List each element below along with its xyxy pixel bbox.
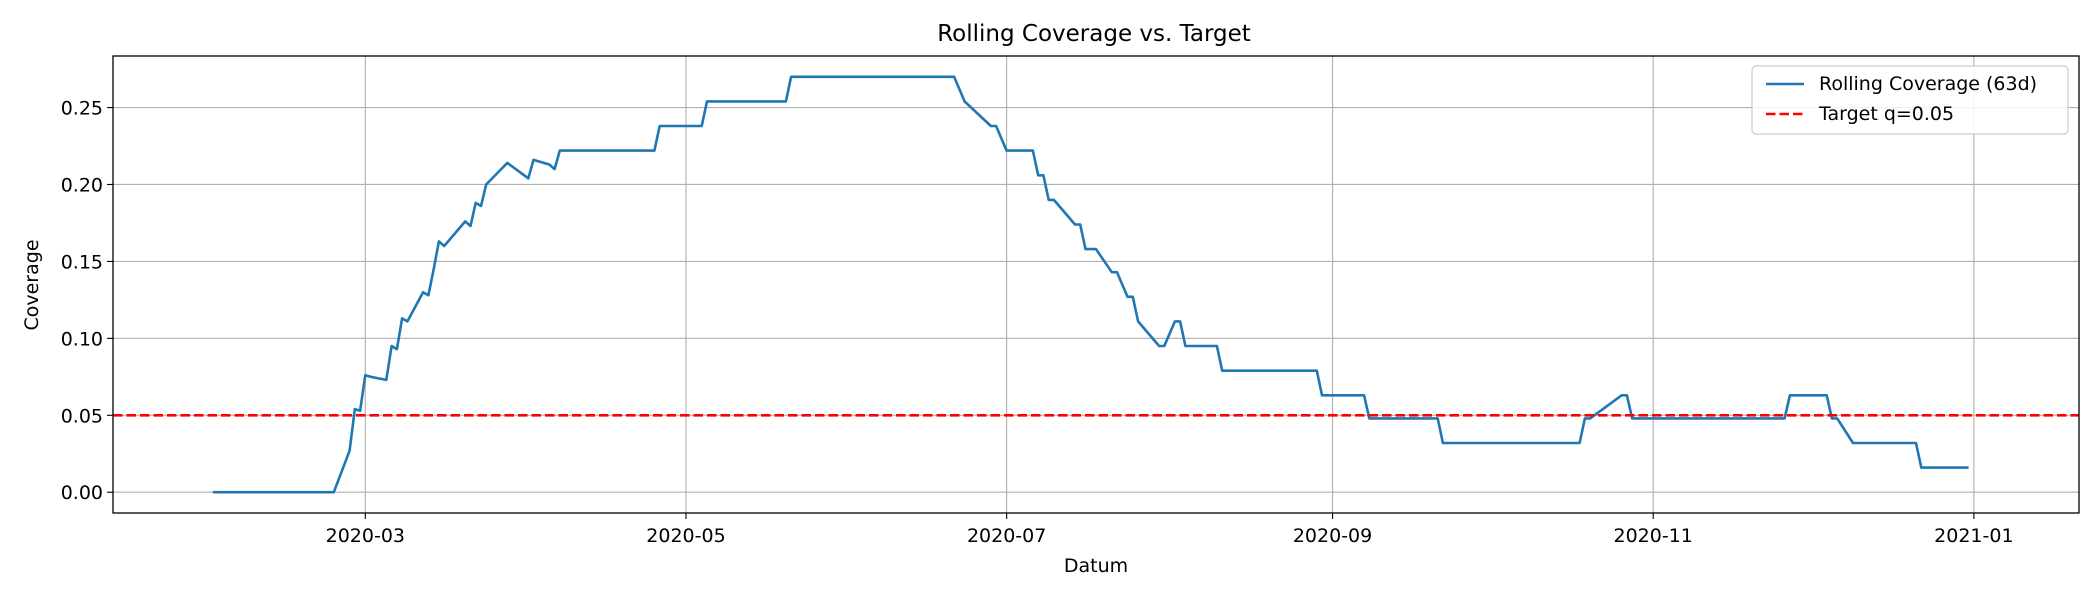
x-tick-label: 2021-01 [1934,525,2013,547]
x-tick-label: 2020-11 [1614,525,1693,547]
x-tick-label: 2020-09 [1293,525,1372,547]
y-tick-label: 0.20 [61,174,103,196]
x-axis-title: Datum [1064,555,1128,577]
y-tick-label: 0.10 [61,328,103,350]
legend: Rolling Coverage (63d) Target q=0.05 [1751,65,2069,135]
x-tick-label: 2020-03 [326,525,405,547]
y-tick-label: 0.15 [61,251,103,273]
y-tick-label: 0.00 [61,482,103,504]
y-axis-title: Coverage [21,239,43,330]
legend-label-target: Target q=0.05 [1818,103,1954,125]
plot-frame [112,55,2080,514]
y-tick-label: 0.05 [61,405,103,427]
ticks: 2020-03 2020-05 2020-07 2020-09 2020-11 2021-… [61,98,2014,547]
legend-box [1751,65,2069,135]
x-tick-label: 2020-07 [967,525,1046,547]
y-tick-label: 0.25 [61,98,103,120]
series-group [113,75,2079,494]
legend-label-coverage: Rolling Coverage (63d) [1819,73,2037,95]
coverage-line [212,75,1969,494]
x-tick-label: 2020-05 [646,525,725,547]
chart-title: Rolling Coverage vs. Target [937,21,1251,47]
